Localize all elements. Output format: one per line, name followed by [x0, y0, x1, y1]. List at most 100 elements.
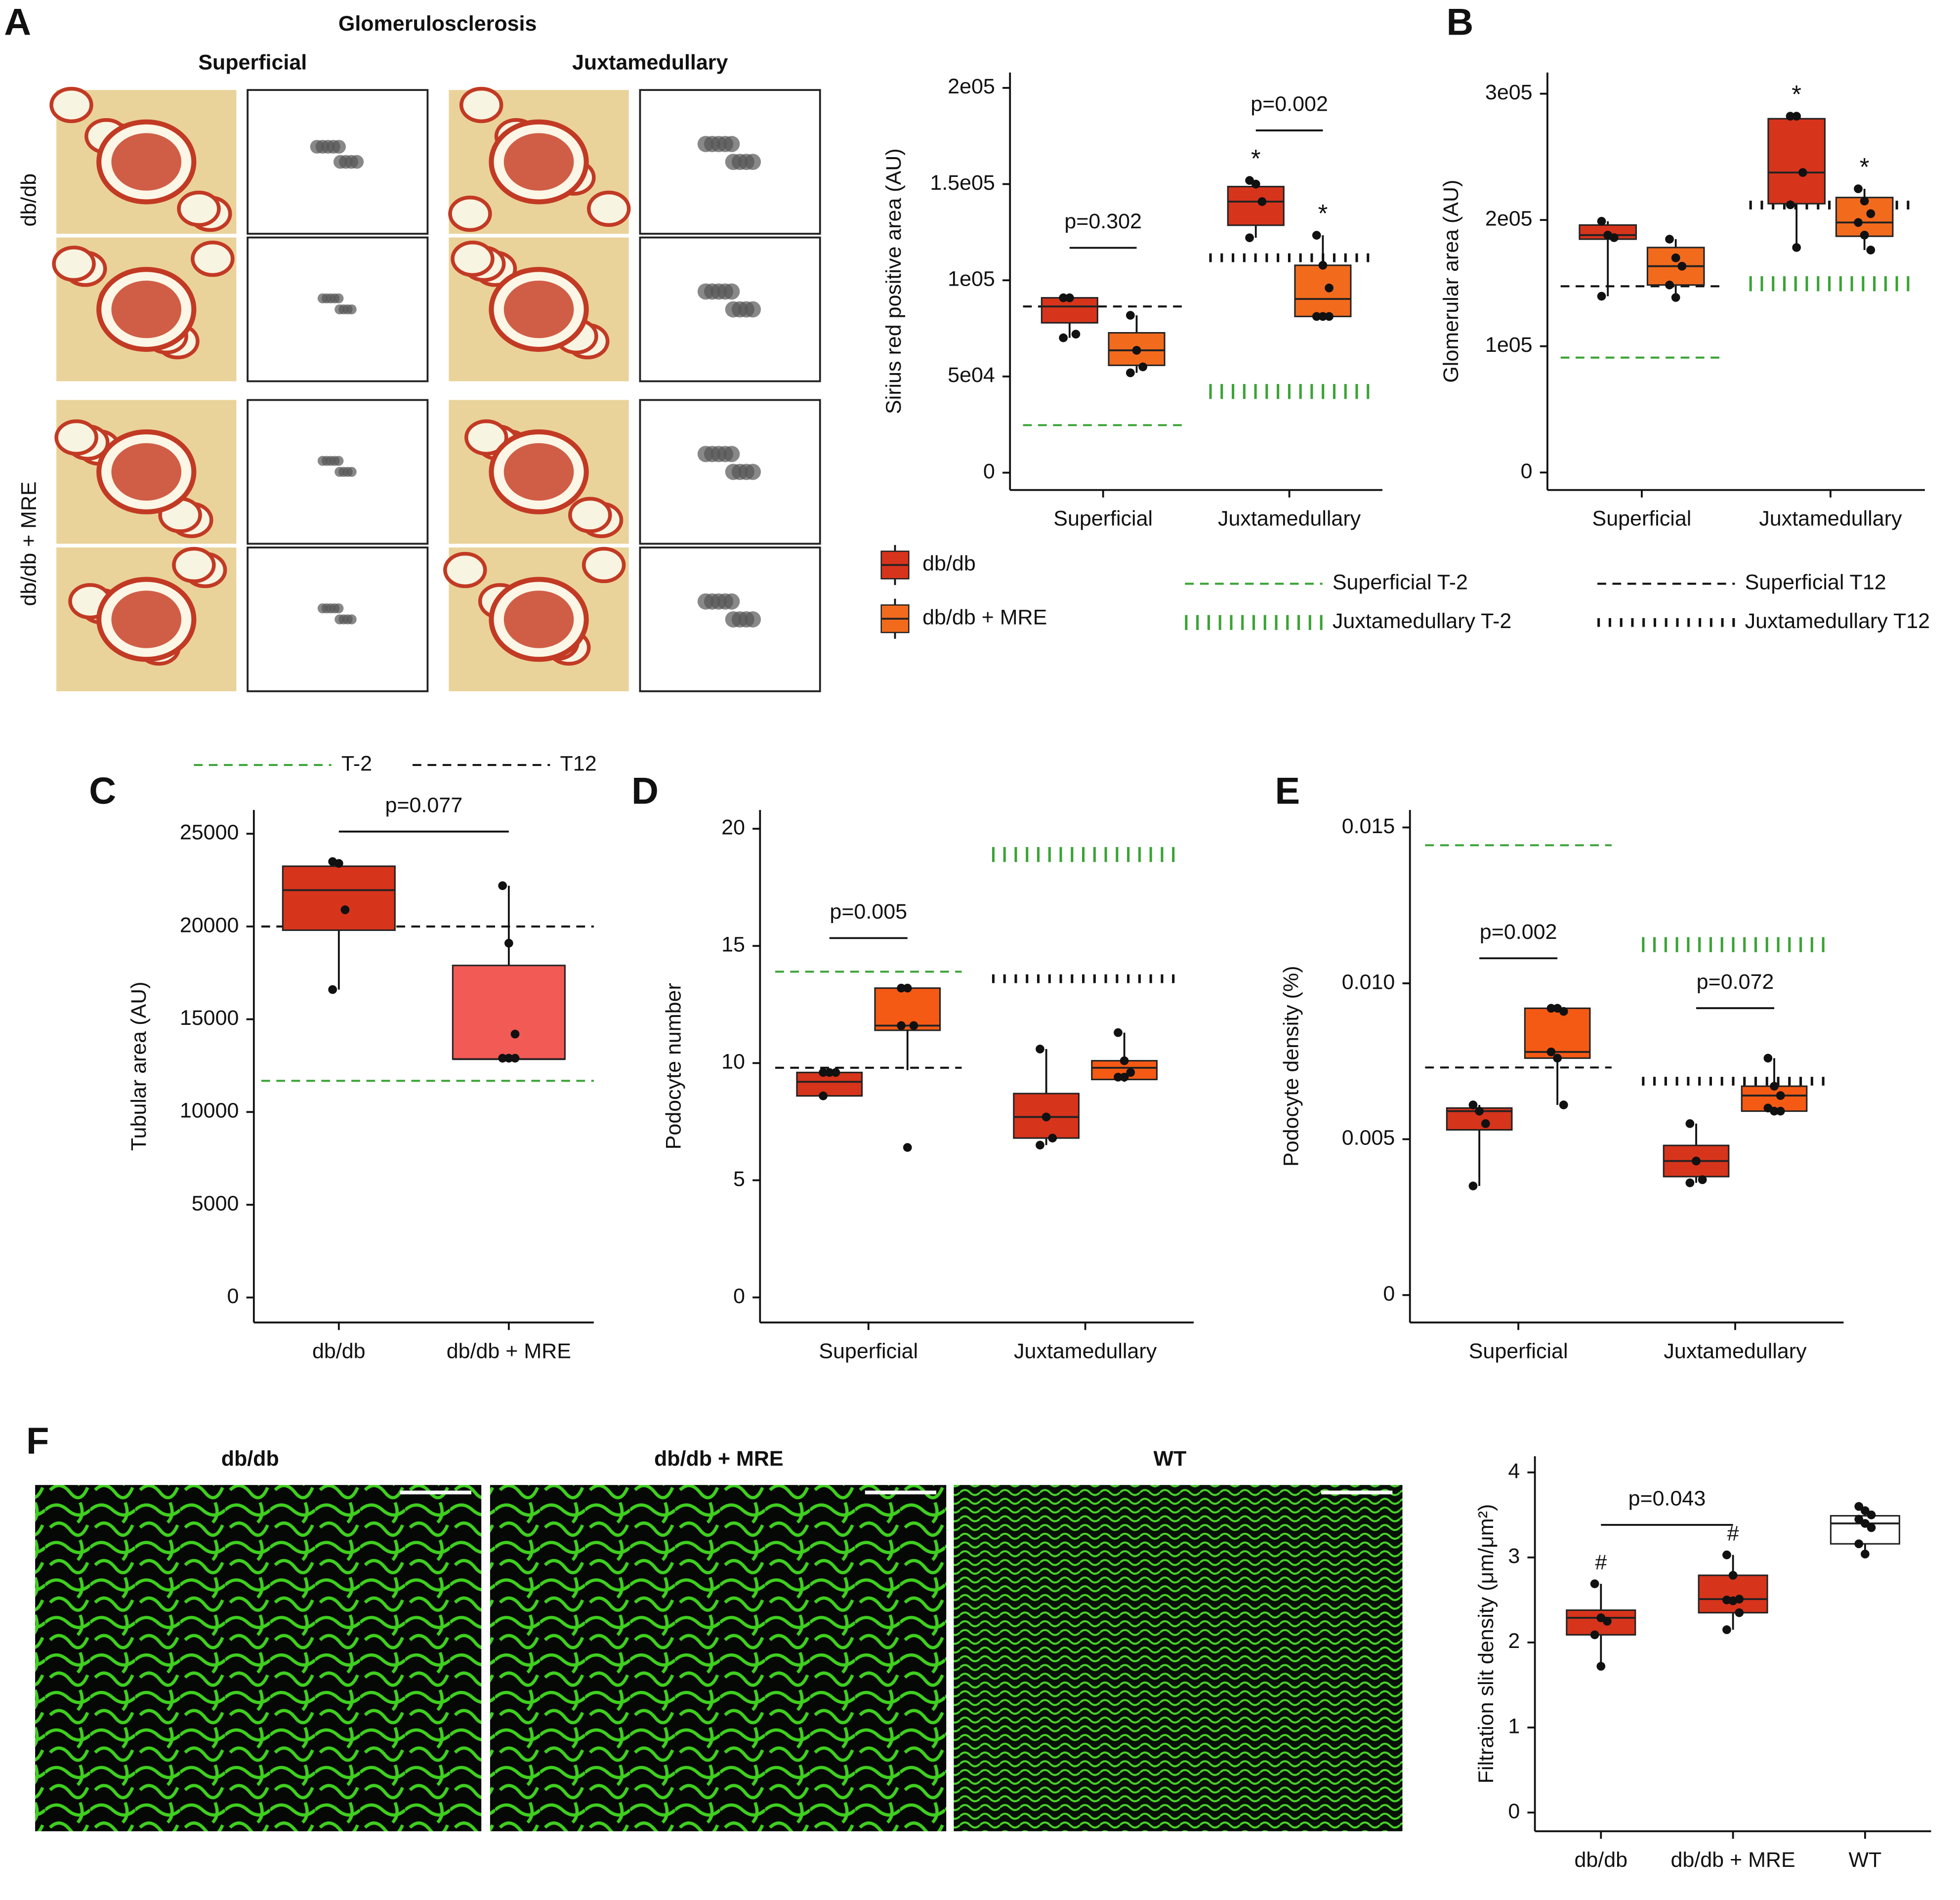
point — [825, 1068, 834, 1077]
point — [1475, 1106, 1484, 1116]
mask-blob — [332, 140, 346, 154]
point — [498, 881, 507, 890]
mask-blob — [745, 464, 761, 480]
point — [1671, 293, 1680, 302]
microscopy-image — [954, 1485, 1403, 1831]
point — [1325, 312, 1334, 321]
point — [1685, 1178, 1695, 1187]
y-tick-label: 1.5e05 — [930, 171, 995, 195]
point — [1546, 1004, 1556, 1013]
pvalue: p=0.002 — [1251, 92, 1328, 116]
tubule — [582, 547, 626, 584]
legend-label: Juxtamedullary T12 — [1745, 609, 1930, 633]
tubule — [459, 86, 503, 124]
y-axis-label: Filtration slit density (μm/μm²) — [1474, 1504, 1498, 1784]
point — [1860, 196, 1869, 206]
y-tick-label: 0 — [227, 1284, 239, 1308]
y-tick-label: 20 — [721, 815, 745, 839]
glomerulus-core — [503, 591, 574, 648]
image-row-label: db/db + MRE — [17, 481, 41, 606]
x-tick-label: WT — [1848, 1848, 1881, 1872]
y-tick-label: 15 — [721, 933, 745, 957]
point — [1553, 1054, 1562, 1063]
point — [1770, 1082, 1779, 1091]
tubule — [568, 497, 612, 533]
point — [1728, 1596, 1738, 1605]
y-tick-label: 5 — [733, 1167, 745, 1191]
point — [1722, 1625, 1731, 1634]
point — [897, 983, 906, 993]
y-tick-label: 0.005 — [1342, 1126, 1395, 1150]
glomerulus-core — [111, 591, 182, 648]
legend-label: T-2 — [341, 752, 372, 775]
point — [1861, 1550, 1870, 1559]
point — [1597, 216, 1606, 226]
point — [1763, 1054, 1773, 1063]
glomerulus-core — [503, 280, 574, 338]
point — [1728, 1571, 1738, 1580]
y-axis-label: Podocyte density (%) — [1279, 966, 1303, 1167]
y-tick-label: 3 — [1508, 1544, 1520, 1568]
point — [1792, 243, 1801, 252]
point — [1481, 1119, 1490, 1128]
y-axis-label: Tubular area (AU) — [127, 981, 151, 1151]
y-axis-label: Sirius red positive area (AU) — [882, 148, 906, 414]
box — [452, 965, 566, 1060]
point — [1665, 235, 1674, 244]
point — [1036, 1140, 1044, 1150]
image-column-label: WT — [1154, 1447, 1187, 1471]
mask-blob — [334, 456, 344, 466]
panel-letter: B — [1446, 1, 1473, 43]
tubule — [172, 547, 216, 584]
y-tick-label: 15000 — [180, 1006, 239, 1030]
legend-label: Superficial T12 — [1745, 571, 1886, 594]
point — [1665, 280, 1674, 290]
tubule — [191, 240, 235, 277]
point — [1065, 293, 1074, 302]
point — [1786, 112, 1795, 121]
point — [1867, 1523, 1876, 1532]
y-axis-label: Podocyte number — [662, 983, 686, 1149]
y-tick-label: 2e05 — [1485, 207, 1533, 231]
point — [1609, 233, 1619, 242]
box — [1524, 1007, 1591, 1059]
point — [1312, 312, 1321, 321]
point — [1036, 1045, 1044, 1054]
glomerulus-core — [111, 133, 182, 191]
x-tick-label: Juxtamedullary — [1664, 1339, 1807, 1363]
y-axis-label: Glomerular area (AU) — [1439, 180, 1463, 383]
y-tick-label: 0 — [733, 1284, 745, 1308]
tubule — [451, 240, 495, 277]
point — [1860, 230, 1869, 240]
point — [1120, 1056, 1129, 1065]
image-row-label: db/db — [17, 173, 41, 227]
point — [1126, 311, 1135, 320]
x-tick-label: db/db + MRE — [447, 1339, 571, 1363]
point — [1325, 283, 1334, 293]
x-tick-label: Juxtamedullary — [1218, 507, 1361, 531]
legend-label: Juxtamedullary T-2 — [1333, 609, 1511, 633]
glomerulus-core — [503, 443, 574, 501]
y-tick-label: 0.015 — [1342, 814, 1395, 838]
point — [1770, 1106, 1779, 1116]
tubule — [49, 86, 93, 124]
x-tick-label: Superficial — [819, 1339, 918, 1363]
y-tick-label: 1e05 — [1485, 333, 1533, 357]
legend-label: db/db — [922, 552, 976, 576]
pvalue: p=0.072 — [1697, 970, 1774, 994]
pvalue: p=0.043 — [1628, 1487, 1706, 1511]
x-tick-label: Juxtamedullary — [1759, 507, 1902, 531]
point — [510, 1029, 520, 1039]
panel-letter: F — [26, 1420, 49, 1462]
point — [328, 985, 337, 994]
point — [1786, 200, 1795, 210]
y-tick-label: 1e05 — [948, 267, 995, 291]
point — [1312, 231, 1321, 240]
significance-marker: * — [1792, 80, 1801, 108]
point — [1546, 1047, 1556, 1056]
y-tick-label: 0.010 — [1342, 970, 1395, 994]
point — [1692, 1156, 1701, 1166]
glomerulus-core — [111, 280, 182, 338]
mask-blob — [346, 304, 357, 315]
y-tick-label: 2 — [1508, 1629, 1520, 1653]
